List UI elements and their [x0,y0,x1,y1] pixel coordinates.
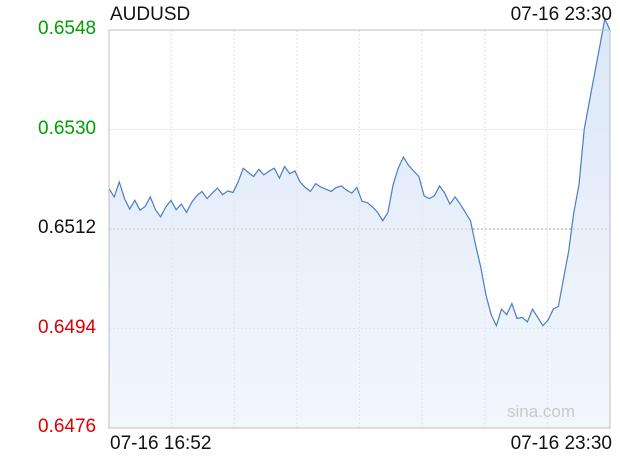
y-tick-label: 0.6494 [38,316,97,338]
watermark-logo: sina.com [507,402,576,421]
y-tick-label: 0.6512 [38,217,97,238]
y-tick-label: 0.6530 [38,117,97,139]
y-tick-label: 0.6476 [38,416,97,437]
x-tick-label-start: 07-16 16:52 [110,433,212,454]
price-line [108,16,611,328]
x-tick-label-end: 07-16 23:30 [510,433,612,454]
chart-title: AUDUSD [110,4,191,25]
chart-timestamp: 07-16 23:30 [510,4,612,25]
price-area-fill [109,18,610,429]
plot-border [108,29,611,429]
y-tick-label: 0.6548 [38,18,97,39]
